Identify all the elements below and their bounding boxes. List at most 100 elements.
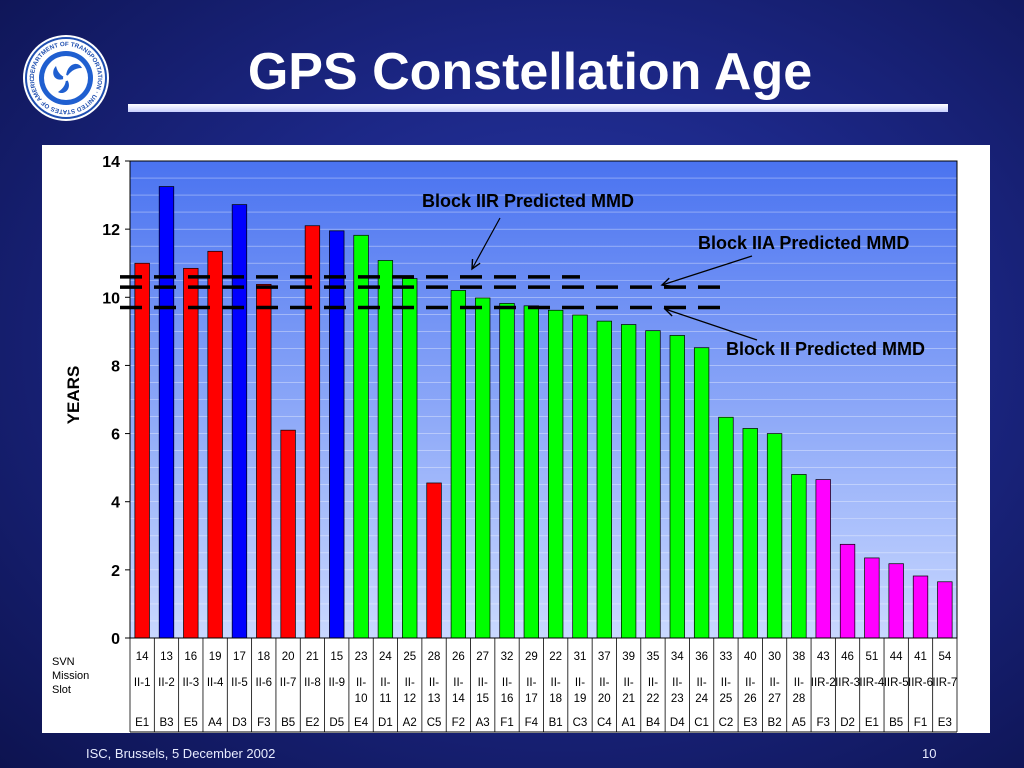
mission-label: 11 [379,693,391,705]
svn-label: 20 [282,651,295,663]
slide-number: 10 [922,746,937,761]
mission-label: 26 [744,693,757,705]
mission-label: IIR-5 [884,677,909,689]
slot-label: E1 [865,717,879,729]
slot-label: F4 [525,717,539,729]
title-underline [128,104,948,112]
svn-label: 13 [160,651,173,663]
callout-arrowhead [663,307,676,317]
callout-line [471,217,501,270]
svn-label: 35 [647,651,660,663]
svn-label: 46 [841,651,854,663]
slot-label: B5 [281,717,295,729]
svn-label: 39 [622,651,635,663]
mission-label: 28 [792,693,805,705]
slot-label: E4 [354,717,369,729]
slot-label: F1 [500,717,513,729]
svn-label: 54 [938,651,951,663]
chart-panel: 0 2 4 6 8 10 12 14 14 II-1 E1 13 II-2 B3 16 II-3 E5 19 II… [42,145,990,733]
slot-label: F3 [257,717,270,729]
bar [572,314,588,639]
slot-label: C2 [719,717,734,729]
slot-label: B3 [159,717,173,729]
slot-label: E2 [305,717,319,729]
mission-label: 13 [428,693,441,705]
mission-label: 18 [549,693,562,705]
svn-label: 36 [695,651,708,663]
mission-label: 23 [671,693,684,705]
bar [183,267,199,639]
mission-label: II-7 [280,677,297,689]
mission-label: II- [769,677,779,689]
bar [766,433,783,639]
svn-label: 18 [257,651,270,663]
mission-label: II-1 [134,677,151,689]
dot-seal-icon: DEPARTMENT OF TRANSPORTATION · UNITED ST… [22,34,109,121]
bar [742,428,758,639]
callout-line [664,308,758,341]
mission-label: 19 [574,693,587,705]
mission-label: II- [575,677,585,689]
mission-label: II-3 [182,677,199,689]
slot-label: E1 [135,717,149,729]
mission-label: II-2 [158,677,175,689]
mission-label: IIR-2 [811,677,836,689]
mission-label: IIR-6 [908,677,933,689]
slot-label: D1 [378,717,393,729]
bar [426,482,442,639]
bar [256,283,272,639]
svn-label: 34 [671,651,684,663]
bar [620,324,637,639]
mission-label: IIR-3 [835,677,860,689]
svn-label: 14 [136,651,149,663]
mission-label: II- [526,677,536,689]
mission-label: II- [696,677,706,689]
ii-mmd-label: Block II Predicted MMD [726,339,926,359]
slot-label: D3 [232,717,247,729]
mission-label: II- [794,677,804,689]
bar [693,347,710,639]
bar [158,186,175,639]
svn-label: 28 [428,651,441,663]
slot-label: A1 [622,717,636,729]
slot-label: B1 [549,717,563,729]
iir-mmd-label: Block IIR Predicted MMD [422,191,635,211]
slot-label: E3 [743,717,757,729]
svn-label: 43 [817,651,830,663]
mission-label: II- [745,677,755,689]
bar [207,250,223,639]
svn-label: 30 [768,651,781,663]
mission-label: IIR-7 [932,677,957,689]
row-label-mission: Mission [52,670,90,682]
slot-label: C1 [694,717,709,729]
slot-label: B4 [646,717,661,729]
mission-label: II- [599,677,609,689]
slot-label: A2 [403,717,417,729]
slot-label: B2 [768,717,782,729]
bar [937,581,953,639]
bar [499,303,515,639]
mission-label: II- [429,677,439,689]
y-tick-label: 12 [102,222,120,239]
bar [523,305,539,639]
bars [134,186,953,639]
bar [791,474,807,639]
mission-label: IIR-4 [859,677,885,689]
mission-label: II- [551,677,561,689]
slot-label: C4 [597,717,612,729]
bar [450,290,467,639]
slot-label: F1 [914,717,927,729]
bar [377,260,394,639]
svn-label: 24 [379,651,392,663]
slot-label: A5 [792,717,806,729]
bar [718,416,734,639]
bar [888,563,904,639]
bar [475,297,491,639]
bar [864,557,880,639]
svn-label: 27 [476,651,489,663]
bar [815,479,831,639]
mission-label: II- [721,677,731,689]
bar [329,230,345,639]
svn-label: 16 [184,651,197,663]
